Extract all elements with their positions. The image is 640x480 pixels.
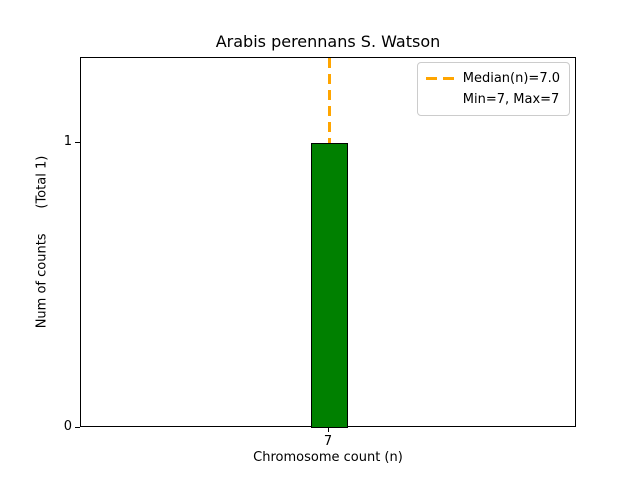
y-tick-label: 0 bbox=[63, 419, 72, 434]
chart-title: Arabis perennans S. Watson bbox=[215, 32, 441, 51]
y-axis-label: Num of counts (Total 1) bbox=[34, 155, 50, 329]
bar bbox=[310, 143, 348, 428]
legend-label: Min=7, Max=7 bbox=[462, 92, 560, 107]
legend: Median(n)=7.0 Min=7, Max=7 bbox=[416, 62, 570, 116]
x-tick-label: 7 bbox=[323, 434, 333, 449]
y-tick-mark bbox=[75, 426, 80, 428]
y-tick-mark bbox=[75, 141, 80, 143]
plot-area: Median(n)=7.0 Min=7, Max=7 bbox=[80, 57, 576, 428]
legend-entry: Min=7, Max=7 bbox=[426, 89, 560, 110]
legend-empty-marker bbox=[426, 98, 454, 101]
y-tick-label: 1 bbox=[63, 134, 72, 150]
legend-dashed-line-marker bbox=[425, 77, 454, 80]
x-tick-mark bbox=[327, 427, 329, 432]
x-axis-label: Chromosome count (n) bbox=[253, 450, 403, 465]
legend-entry: Median(n)=7.0 bbox=[425, 68, 560, 89]
legend-label: Median(n)=7.0 bbox=[462, 71, 560, 86]
